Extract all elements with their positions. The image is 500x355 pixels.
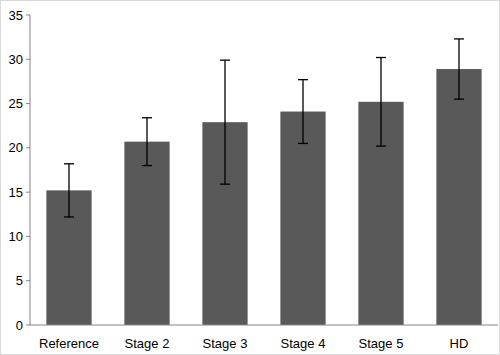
y-tick-label: 25 (9, 96, 23, 111)
y-tick (26, 192, 30, 193)
error-bar (142, 118, 152, 166)
chart-svg: 0 5 10 15 20 25 30 35 Reference Stage 2 Stage 3 Sta… (0, 0, 500, 355)
x-axis (30, 325, 498, 326)
bar (436, 69, 481, 325)
error-bar (454, 39, 464, 99)
chart-border (1, 1, 500, 355)
x-tick-label: Reference (39, 336, 99, 351)
error-cap (298, 143, 308, 144)
y-tick-label: 15 (9, 185, 23, 200)
chart-container: 0 5 10 15 20 25 30 35 Reference Stage 2 Stage 3 Sta… (0, 0, 500, 355)
error-cap (64, 216, 74, 217)
y-tick-label: 30 (9, 52, 23, 67)
y-axis (30, 15, 31, 325)
y-tick (26, 280, 30, 281)
error-cap (142, 117, 152, 118)
error-cap (220, 60, 230, 61)
plot-area (46, 39, 481, 325)
error-bar (64, 164, 74, 217)
y-tick (26, 15, 30, 16)
error-stem (380, 58, 381, 147)
error-cap (220, 184, 230, 185)
error-cap (298, 79, 308, 80)
error-stem (146, 118, 147, 166)
y-tick-label: 35 (9, 8, 23, 23)
x-tick-label: Stage 4 (281, 336, 326, 351)
y-tick (26, 59, 30, 60)
y-tick (26, 325, 30, 326)
x-tick-label: Stage 3 (203, 336, 248, 351)
error-cap (454, 38, 464, 39)
x-tick-label: Stage 2 (125, 336, 170, 351)
error-stem (68, 164, 69, 217)
error-bar (376, 58, 386, 147)
error-cap (376, 145, 386, 146)
bar (124, 142, 169, 325)
y-tick-label: 5 (16, 273, 23, 288)
error-stem (302, 80, 303, 144)
bar (280, 112, 325, 325)
y-tick (26, 103, 30, 104)
error-bar (220, 60, 230, 184)
x-tick-label: HD (450, 336, 469, 351)
error-bar (298, 80, 308, 144)
error-stem (224, 60, 225, 184)
error-cap (454, 98, 464, 99)
y-tick-label: 0 (16, 318, 23, 333)
error-stem (458, 39, 459, 99)
y-tick (26, 147, 30, 148)
error-cap (376, 57, 386, 58)
y-tick-label: 10 (9, 229, 23, 244)
error-cap (142, 165, 152, 166)
y-tick-label: 20 (9, 140, 23, 155)
y-tick (26, 236, 30, 237)
error-cap (64, 163, 74, 164)
x-tick-label: Stage 5 (359, 336, 404, 351)
